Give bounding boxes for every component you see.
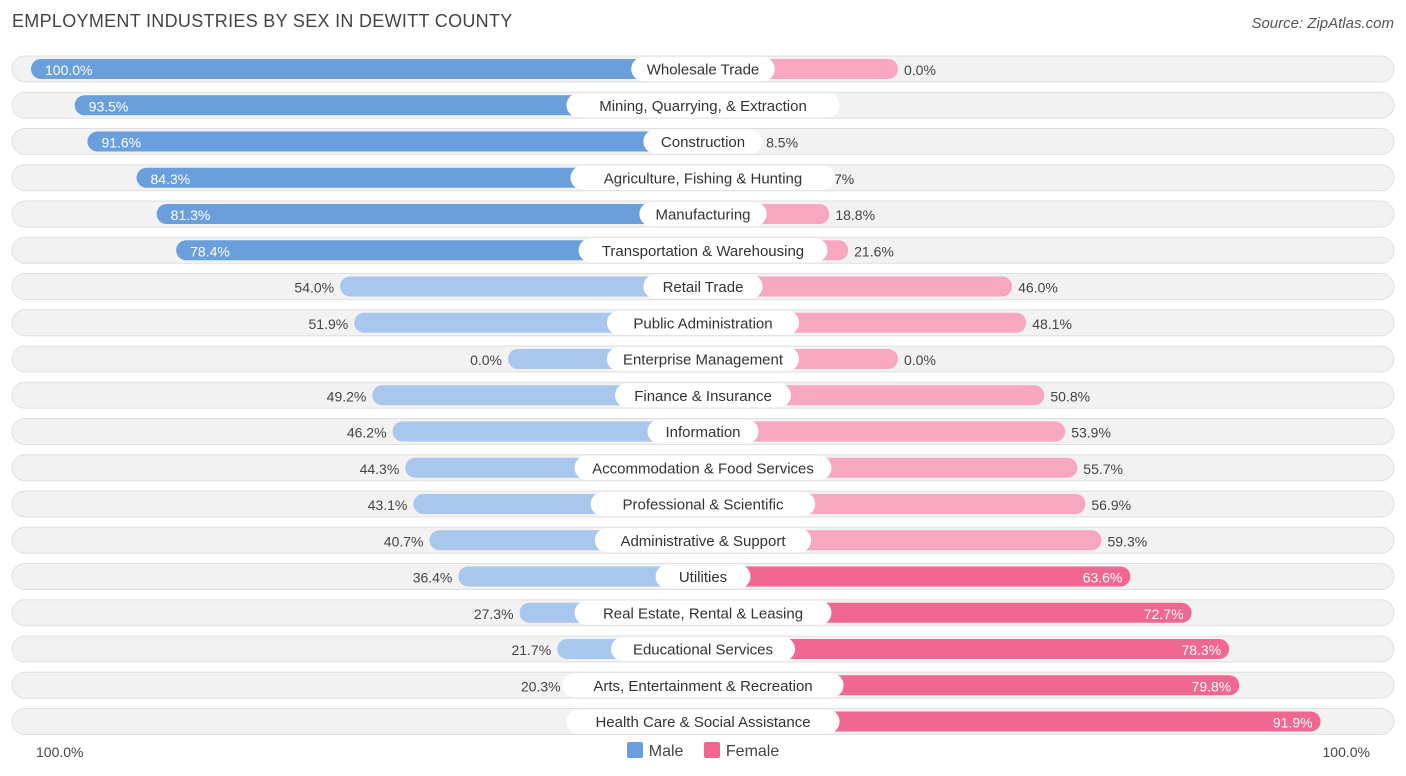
- category-label-pill: [574, 455, 832, 480]
- axis-right-label: 100.0%: [1322, 744, 1370, 760]
- category-label: Manufacturing: [655, 207, 750, 224]
- source-label: Source: ZipAtlas.com: [1251, 15, 1394, 32]
- axis-left-label: 100.0%: [36, 744, 84, 760]
- male-value-label: 51.9%: [309, 316, 349, 332]
- female-value-label: 63.6%: [1083, 570, 1123, 586]
- male-value-label: 49.2%: [327, 388, 367, 404]
- female-bar: [703, 566, 1131, 587]
- category-label-pill: [578, 238, 828, 263]
- female-value-label: 79.8%: [1192, 678, 1232, 694]
- female-value-label: 56.9%: [1091, 497, 1131, 513]
- female-bar: [703, 639, 1230, 659]
- male-value-label: 81.3%: [171, 207, 211, 223]
- male-value-label: 40.7%: [384, 533, 424, 549]
- category-label: Public Administration: [633, 315, 772, 332]
- category-label: Mining, Quarrying, & Extraction: [599, 98, 807, 115]
- male-value-label: 78.4%: [190, 243, 230, 259]
- female-value-label: 53.9%: [1071, 425, 1111, 441]
- female-bar: [703, 276, 1013, 297]
- category-label: Professional & Scientific: [623, 497, 784, 514]
- legend-swatch-female: [703, 742, 720, 758]
- female-value-label: 55.7%: [1083, 461, 1123, 477]
- male-bar: [31, 59, 703, 79]
- category-label-pill: [570, 165, 836, 190]
- category-label: Construction: [661, 134, 745, 151]
- male-value-label: 91.6%: [101, 135, 141, 151]
- category-label-pill: [647, 419, 759, 444]
- category-label-pill: [615, 383, 791, 408]
- male-value-label: 21.7%: [511, 642, 551, 658]
- male-bar: [136, 167, 703, 188]
- male-value-label: 43.1%: [368, 497, 408, 513]
- male-value-label: 27.3%: [474, 606, 514, 622]
- category-label-pill: [643, 129, 763, 154]
- category-label-pill: [611, 637, 795, 661]
- category-label: Arts, Entertainment & Recreation: [593, 678, 812, 695]
- category-label-pill: [631, 57, 775, 81]
- category-label: Finance & Insurance: [634, 388, 772, 405]
- female-value-label: 8.5%: [766, 135, 798, 151]
- male-bar: [156, 204, 703, 224]
- female-value-label: 0.0%: [904, 62, 936, 78]
- legend-label-male: Male: [648, 743, 684, 760]
- category-label: Administrative & Support: [620, 533, 786, 550]
- male-value-label: 100.0%: [45, 62, 92, 78]
- category-label-pill: [566, 93, 840, 118]
- female-bar: [703, 711, 1321, 732]
- category-label: Real Estate, Rental & Leasing: [603, 605, 803, 622]
- male-value-label: 0.0%: [470, 352, 502, 368]
- female-value-label: 78.3%: [1181, 642, 1221, 658]
- category-label: Accommodation & Food Services: [592, 460, 814, 477]
- male-bar: [392, 421, 703, 442]
- category-label-pill: [606, 347, 800, 371]
- female-value-label: 48.1%: [1032, 316, 1072, 332]
- female-value-label: 0.0%: [904, 352, 936, 368]
- chart-title: EMPLOYMENT INDUSTRIES BY SEX IN DEWITT C…: [12, 11, 513, 31]
- legend-swatch-male: [626, 742, 643, 758]
- male-bar: [176, 240, 704, 261]
- category-label-pill: [566, 709, 840, 734]
- male-value-label: 84.3%: [151, 171, 191, 187]
- category-label: Information: [665, 424, 740, 441]
- male-value-label: 93.5%: [89, 98, 129, 114]
- category-label: Utilities: [679, 569, 727, 586]
- category-label: Transportation & Warehousing: [602, 243, 804, 260]
- category-label-pill: [574, 600, 832, 625]
- category-label-pill: [639, 202, 767, 226]
- male-bar: [340, 276, 703, 297]
- category-label-pill: [655, 564, 751, 589]
- legend-item-female: Female: [703, 742, 780, 761]
- male-bar: [87, 131, 703, 152]
- female-value-label: 72.7%: [1144, 606, 1184, 622]
- category-label-pill: [562, 673, 844, 698]
- category-label-pill: [606, 310, 800, 335]
- male-bar: [458, 566, 703, 587]
- male-bar: [74, 95, 704, 116]
- female-value-label: 50.8%: [1050, 388, 1090, 404]
- category-label: Enterprise Management: [623, 352, 784, 369]
- male-value-label: 46.2%: [347, 425, 387, 441]
- category-label-pill: [643, 274, 763, 299]
- category-label: Educational Services: [633, 642, 773, 659]
- female-value-label: 59.3%: [1107, 533, 1147, 549]
- female-value-label: 21.6%: [854, 243, 894, 259]
- legend-label-female: Female: [725, 743, 780, 760]
- category-label-pill: [590, 492, 816, 516]
- male-value-label: 20.3%: [521, 678, 561, 694]
- female-bar: [703, 421, 1066, 442]
- category-label: Wholesale Trade: [647, 62, 760, 79]
- male-value-label: 36.4%: [413, 570, 453, 586]
- category-label-pill: [594, 528, 812, 553]
- category-label: Health Care & Social Assistance: [595, 714, 810, 731]
- legend-item-male: Male: [626, 742, 684, 761]
- legend: Male Female: [0, 742, 1406, 761]
- category-label: Retail Trade: [663, 279, 744, 296]
- female-value-label: 91.9%: [1273, 715, 1313, 731]
- male-value-label: 44.3%: [360, 461, 400, 477]
- category-label: Agriculture, Fishing & Hunting: [604, 170, 802, 187]
- female-value-label: 18.8%: [835, 207, 875, 223]
- male-value-label: 54.0%: [294, 280, 334, 296]
- female-value-label: 46.0%: [1018, 280, 1058, 296]
